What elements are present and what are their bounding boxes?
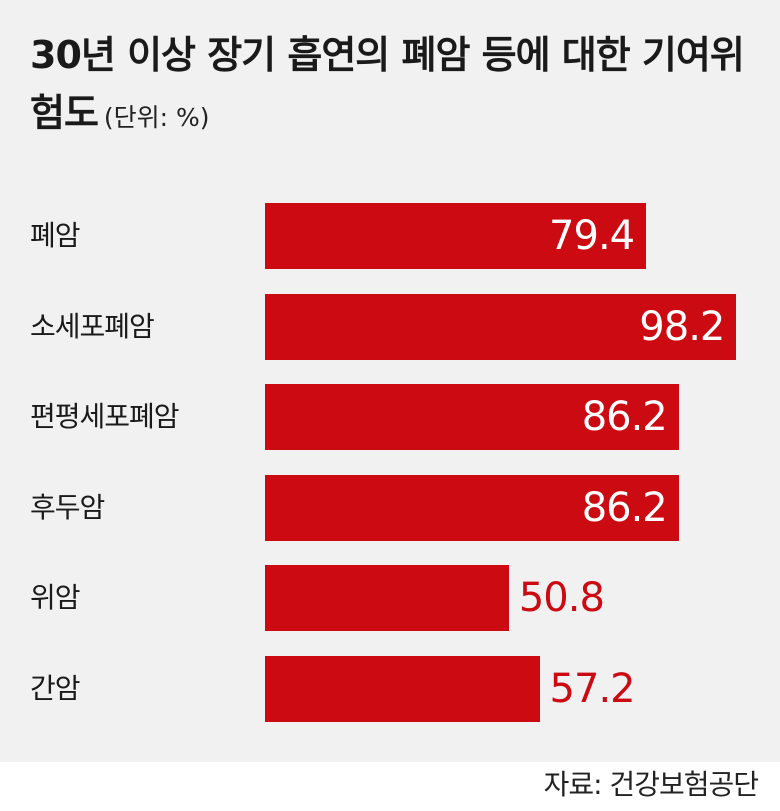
category-label: 편평세포폐암 bbox=[30, 400, 180, 433]
value-label: 79.4 bbox=[549, 213, 635, 259]
bar-chart: 폐암 79.4 소세포폐암 98.2 편평세포폐암 86.2 후두암 86.2 위암 50.8 간암… bbox=[30, 203, 737, 722]
bar bbox=[265, 293, 737, 360]
category-label: 폐암 bbox=[30, 219, 81, 252]
bar bbox=[265, 655, 540, 722]
value-label: 86.2 bbox=[581, 394, 668, 440]
bar bbox=[265, 203, 647, 269]
value-label: 86.2 bbox=[581, 484, 668, 531]
bar bbox=[265, 474, 679, 541]
chart-panel bbox=[0, 0, 780, 762]
value-label: 50.8 bbox=[518, 575, 605, 621]
bar bbox=[265, 384, 679, 450]
category-label: 위암 bbox=[30, 581, 81, 614]
category-label: 후두암 bbox=[30, 490, 105, 524]
value-label: 98.2 bbox=[639, 303, 725, 350]
chart-title: 30년 이상 장기 흡연의 폐암 등에 대한 기여위험도 (단위: %) bbox=[30, 26, 760, 147]
bar bbox=[265, 565, 509, 631]
value-label: 57.2 bbox=[549, 665, 636, 712]
unit-note: (단위: %) bbox=[103, 103, 210, 132]
chart-title-text: 30년 이상 장기 흡연의 폐암 등에 대한 기여위험도 bbox=[30, 33, 745, 135]
category-label: 소세포폐암 bbox=[30, 309, 155, 343]
source-note: 자료: 건강보험공단 bbox=[543, 768, 759, 801]
category-label: 간암 bbox=[30, 671, 81, 705]
